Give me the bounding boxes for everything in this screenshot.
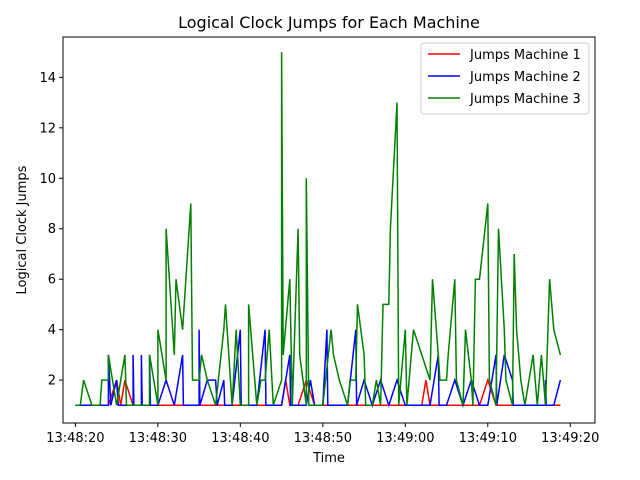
x-tick-label: 13:49:00 <box>376 431 434 446</box>
y-tick-label: 14 <box>39 71 56 86</box>
plot-frame <box>62 36 596 424</box>
y-tick-label: 10 <box>39 172 56 187</box>
y-tick-label: 8 <box>48 222 56 237</box>
y-axis-ticks: 2 4 6 8 10 12 14 <box>39 71 63 389</box>
x-tick-label: 13:48:40 <box>211 431 269 446</box>
y-tick-label: 4 <box>48 323 56 338</box>
chart-title: Logical Clock Jumps for Each Machine <box>178 13 480 32</box>
x-tick-label: 13:49:10 <box>459 431 517 446</box>
legend-label-machine-3: Jumps Machine 3 <box>469 92 581 107</box>
series-line-machine-2 <box>75 329 562 408</box>
legend-box <box>420 42 590 115</box>
x-tick-label: 13:48:20 <box>46 431 104 446</box>
x-tick-label: 13:48:30 <box>129 431 187 446</box>
x-axis-label: Time <box>312 451 345 466</box>
x-tick-label: 13:48:50 <box>294 431 352 446</box>
y-tick-label: 6 <box>48 273 56 288</box>
legend-label-machine-1: Jumps Machine 1 <box>469 48 581 63</box>
x-axis-ticks: 13:48:20 13:48:30 13:48:40 13:48:50 13:49:00… <box>46 423 599 446</box>
y-tick-label: 2 <box>48 374 56 389</box>
x-tick-label: 13:49:20 <box>541 431 599 446</box>
y-tick-label: 12 <box>39 121 56 136</box>
series-line-machine-3 <box>75 52 562 407</box>
y-axis-label: Logical Clock Jumps <box>15 165 30 294</box>
series-lines <box>75 52 562 408</box>
legend: Jumps Machine 1 Jumps Machine 2 Jumps Mach… <box>420 42 590 115</box>
legend-label-machine-2: Jumps Machine 2 <box>469 70 581 85</box>
